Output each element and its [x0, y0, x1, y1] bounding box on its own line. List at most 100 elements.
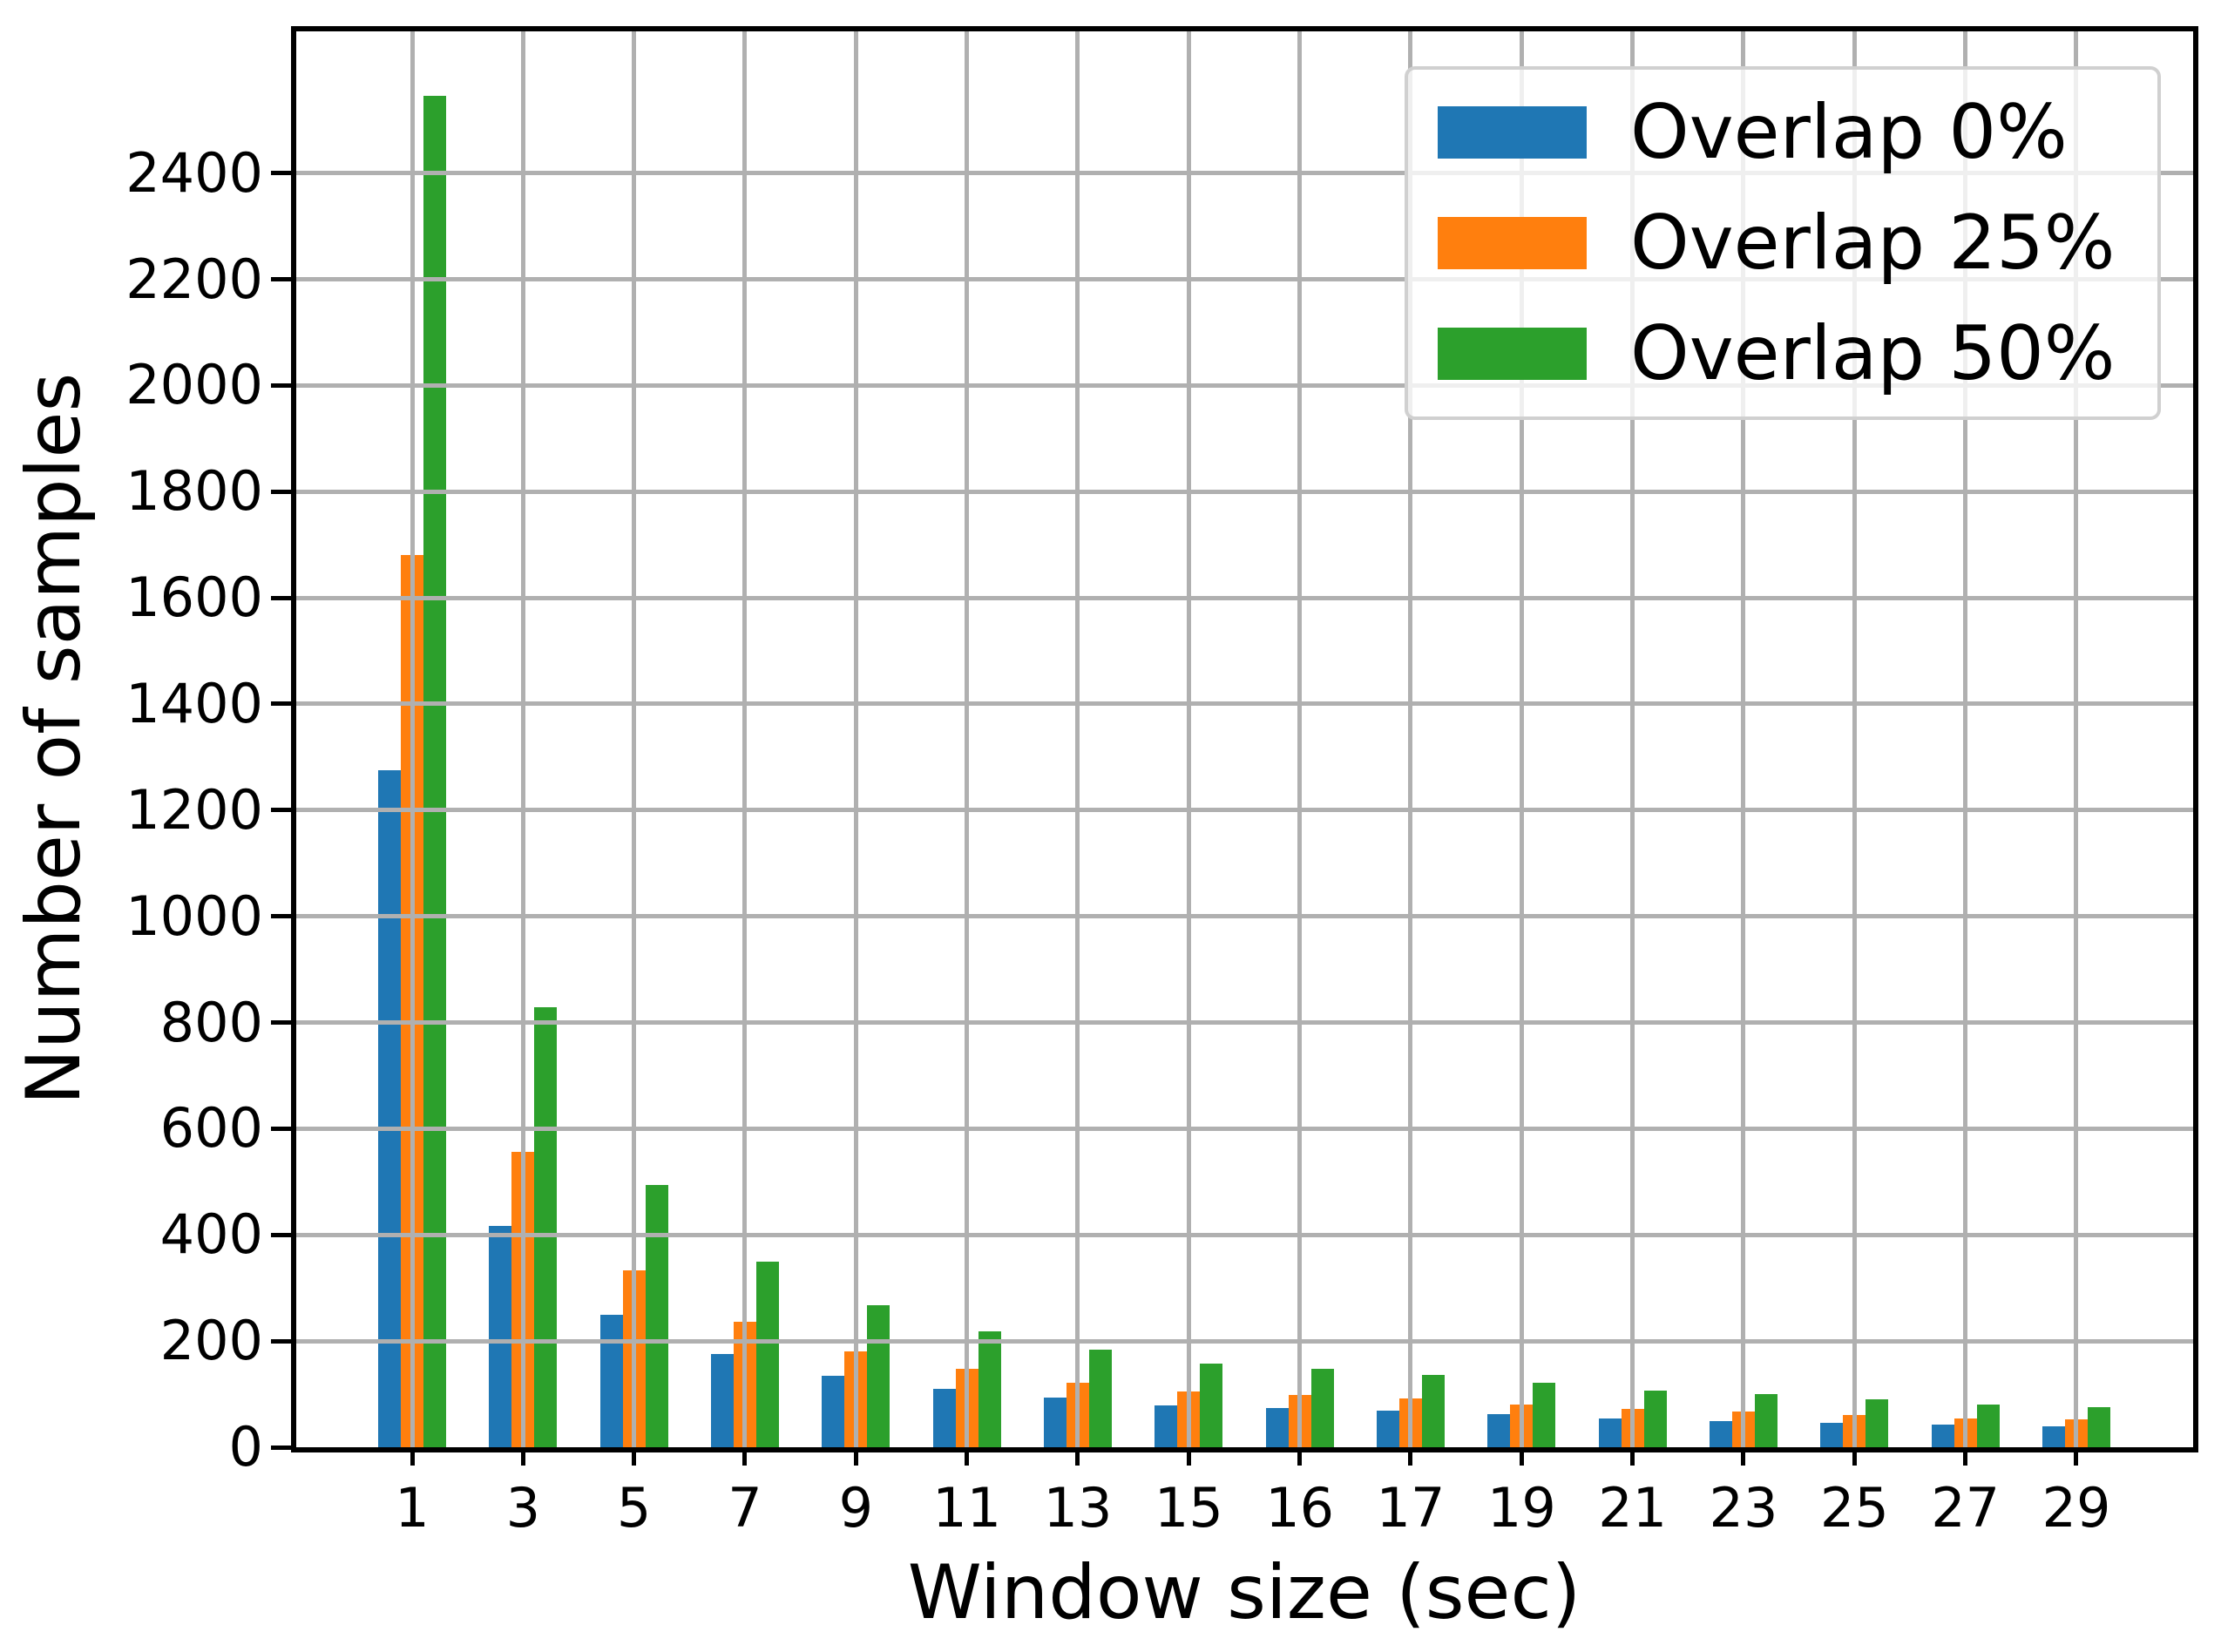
bar-overlap-50-x16: [1310, 1369, 1334, 1447]
gridline-y-2000: [296, 383, 2193, 388]
bar-overlap-50-x25: [1866, 1399, 1889, 1447]
y-tick-label-600: 600: [159, 1096, 263, 1161]
x-tick-label-29: 29: [2042, 1476, 2111, 1540]
legend-label-0: Overlap 0%: [1630, 89, 2068, 176]
legend-label-2: Overlap 50%: [1630, 310, 2116, 397]
bar-overlap-0-x3: [489, 1225, 512, 1447]
x-tick-mark-27: [1963, 1447, 1968, 1466]
x-tick-label-23: 23: [1709, 1476, 1778, 1540]
x-tick-mark-16: [1297, 1447, 1303, 1466]
x-tick-label-13: 13: [1043, 1476, 1113, 1540]
x-tick-mark-9: [853, 1447, 858, 1466]
x-tick-label-21: 21: [1598, 1476, 1668, 1540]
bar-overlap-50-x27: [1976, 1404, 2000, 1447]
legend-item-0: Overlap 0%: [1438, 78, 2157, 188]
y-tick-label-2200: 2200: [125, 247, 263, 311]
gridline-x-1: [410, 31, 415, 1447]
gridline-y-1200: [296, 808, 2193, 813]
y-tick-label-1600: 1600: [125, 565, 263, 630]
x-tick-label-1: 1: [395, 1476, 430, 1540]
gridline-x-23: [1741, 31, 1746, 1447]
plot-inner: [296, 31, 2193, 1447]
bar-overlap-50-x5: [645, 1185, 668, 1447]
y-tick-mark-600: [271, 1126, 291, 1131]
x-tick-mark-19: [1519, 1447, 1524, 1466]
gridline-y-1600: [296, 595, 2193, 600]
x-tick-mark-29: [2074, 1447, 2079, 1466]
bar-overlap-0-x13: [1043, 1398, 1066, 1447]
legend-swatch-1: [1438, 217, 1587, 269]
bar-overlap-0-x29: [2042, 1425, 2065, 1447]
y-tick-mark-1800: [271, 489, 291, 494]
gridline-y-1800: [296, 489, 2193, 494]
gridline-x-27: [1963, 31, 1968, 1447]
x-tick-label-19: 19: [1486, 1476, 1556, 1540]
x-tick-mark-21: [1630, 1447, 1635, 1466]
x-axis-title: Window size (sec): [907, 1549, 1581, 1636]
bar-overlap-0-x5: [599, 1314, 623, 1447]
bar-overlap-50-x15: [1200, 1364, 1223, 1447]
gridline-y-800: [296, 1020, 2193, 1026]
y-tick-mark-1000: [271, 914, 291, 919]
legend-swatch-2: [1438, 328, 1587, 380]
bar-overlap-50-x19: [1533, 1383, 1556, 1447]
gridline-x-29: [2074, 31, 2079, 1447]
y-tick-mark-2400: [271, 171, 291, 176]
x-tick-label-15: 15: [1154, 1476, 1223, 1540]
bar-overlap-50-x3: [534, 1006, 558, 1447]
gridline-y-200: [296, 1338, 2193, 1344]
y-tick-label-2000: 2000: [125, 353, 263, 417]
bar-overlap-0-x25: [1820, 1422, 1844, 1447]
bar-overlap-50-x23: [1754, 1394, 1777, 1447]
y-tick-mark-200: [271, 1338, 291, 1344]
gridline-x-11: [965, 31, 970, 1447]
x-tick-label-17: 17: [1376, 1476, 1446, 1540]
bar-overlap-0-x9: [822, 1375, 845, 1447]
bar-overlap-50-x1: [423, 96, 446, 1447]
bar-overlap-0-x1: [378, 770, 401, 1447]
y-tick-label-1200: 1200: [125, 777, 263, 842]
y-tick-mark-1400: [271, 701, 291, 707]
bar-overlap-50-x9: [867, 1304, 890, 1447]
bar-overlap-0-x23: [1709, 1420, 1732, 1447]
bar-overlap-50-x7: [755, 1262, 779, 1447]
x-tick-mark-11: [965, 1447, 970, 1466]
y-tick-mark-0: [271, 1445, 291, 1450]
gridline-x-7: [742, 31, 748, 1447]
legend-item-1: Overlap 25%: [1438, 188, 2157, 299]
x-tick-label-5: 5: [616, 1476, 652, 1540]
x-tick-label-16: 16: [1265, 1476, 1335, 1540]
x-tick-label-25: 25: [1819, 1476, 1889, 1540]
x-tick-label-11: 11: [932, 1476, 1002, 1540]
x-tick-label-9: 9: [838, 1476, 874, 1540]
gridline-x-25: [1852, 31, 1857, 1447]
x-tick-mark-5: [632, 1447, 637, 1466]
bar-overlap-0-x15: [1155, 1405, 1178, 1447]
gridline-y-1000: [296, 914, 2193, 919]
gridline-y-2400: [296, 171, 2193, 176]
bar-overlap-0-x21: [1598, 1418, 1622, 1447]
y-tick-mark-800: [271, 1020, 291, 1026]
gridline-x-16: [1297, 31, 1303, 1447]
y-tick-label-1800: 1800: [125, 459, 263, 524]
x-tick-label-3: 3: [505, 1476, 541, 1540]
bar-overlap-50-x13: [1088, 1349, 1112, 1447]
bar-overlap-50-x17: [1421, 1375, 1445, 1447]
x-tick-mark-23: [1741, 1447, 1746, 1466]
bar-overlap-50-x11: [978, 1331, 1001, 1447]
bar-overlap-0-x7: [710, 1354, 734, 1447]
bar-overlap-50-x21: [1643, 1390, 1667, 1447]
x-tick-mark-25: [1852, 1447, 1857, 1466]
x-tick-label-27: 27: [1931, 1476, 2001, 1540]
legend-item-2: Overlap 50%: [1438, 299, 2157, 410]
y-tick-mark-1600: [271, 595, 291, 600]
y-tick-label-400: 400: [159, 1202, 263, 1267]
bar-overlap-0-x17: [1376, 1410, 1399, 1447]
y-tick-label-800: 800: [159, 990, 263, 1054]
bar-overlap-0-x27: [1931, 1424, 1954, 1447]
gridline-x-13: [1075, 31, 1080, 1447]
gridline-x-9: [853, 31, 858, 1447]
x-tick-mark-1: [410, 1447, 415, 1466]
x-tick-mark-3: [520, 1447, 525, 1466]
